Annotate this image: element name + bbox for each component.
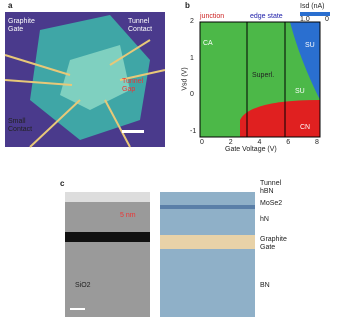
colorbar-tick: 0 xyxy=(325,16,329,24)
colorbar-tick: 1.0 xyxy=(300,16,310,24)
scale-bar xyxy=(70,308,85,310)
x-tick-label: 8 xyxy=(315,139,319,147)
colorbar-title: Isd (nA) xyxy=(300,3,325,11)
graphite-layer xyxy=(160,235,255,249)
layer-label: MoSe2 xyxy=(260,200,282,208)
tem-image xyxy=(65,192,150,317)
scale-text: 5 nm xyxy=(120,212,136,220)
layer-label: hN xyxy=(260,216,269,224)
x-tick-label: 0 xyxy=(200,139,204,147)
tem-layer xyxy=(65,232,150,242)
substrate: SiO2 xyxy=(75,282,91,290)
y-tick-label: -1 xyxy=(190,128,196,136)
panel-label: c xyxy=(60,180,64,188)
region: CA xyxy=(203,40,213,48)
mose2-layer xyxy=(160,205,255,209)
top-label: junction xyxy=(200,13,224,21)
figure: a Graphite Gate Tunnel Contact Tunnel Ga… xyxy=(0,0,346,323)
panel-label: b xyxy=(185,2,190,10)
y-label: Vsd (V) xyxy=(182,67,190,90)
layer-label: BN xyxy=(260,282,270,290)
annotation: Tunnel Gap xyxy=(122,78,152,94)
x-tick-label: 6 xyxy=(286,139,290,147)
region: SU xyxy=(305,42,315,50)
annotation: Tunnel Contact xyxy=(128,18,164,34)
x-tick-label: 2 xyxy=(229,139,233,147)
y-tick-label: 0 xyxy=(190,91,194,99)
schematic xyxy=(160,192,255,317)
top-label: edge state xyxy=(250,13,283,21)
panel-label: a xyxy=(8,2,12,10)
annotation: Small Contact xyxy=(8,118,44,134)
region: SU xyxy=(295,88,305,96)
scale-bar xyxy=(122,130,144,133)
figure-graphics xyxy=(0,0,346,323)
layer-label: Graphite Gate xyxy=(260,236,296,252)
y-tick-label: 2 xyxy=(190,18,194,26)
layer-label: Tunnel hBN xyxy=(260,180,290,196)
x-tick-label: 4 xyxy=(258,139,262,147)
annotation: Graphite Gate xyxy=(8,18,48,34)
region: CN xyxy=(300,124,310,132)
region: Superl. xyxy=(252,72,274,80)
x-label: Gate Voltage (V) xyxy=(225,146,277,154)
y-tick-label: 1 xyxy=(190,55,194,63)
tem-layer xyxy=(65,192,150,202)
